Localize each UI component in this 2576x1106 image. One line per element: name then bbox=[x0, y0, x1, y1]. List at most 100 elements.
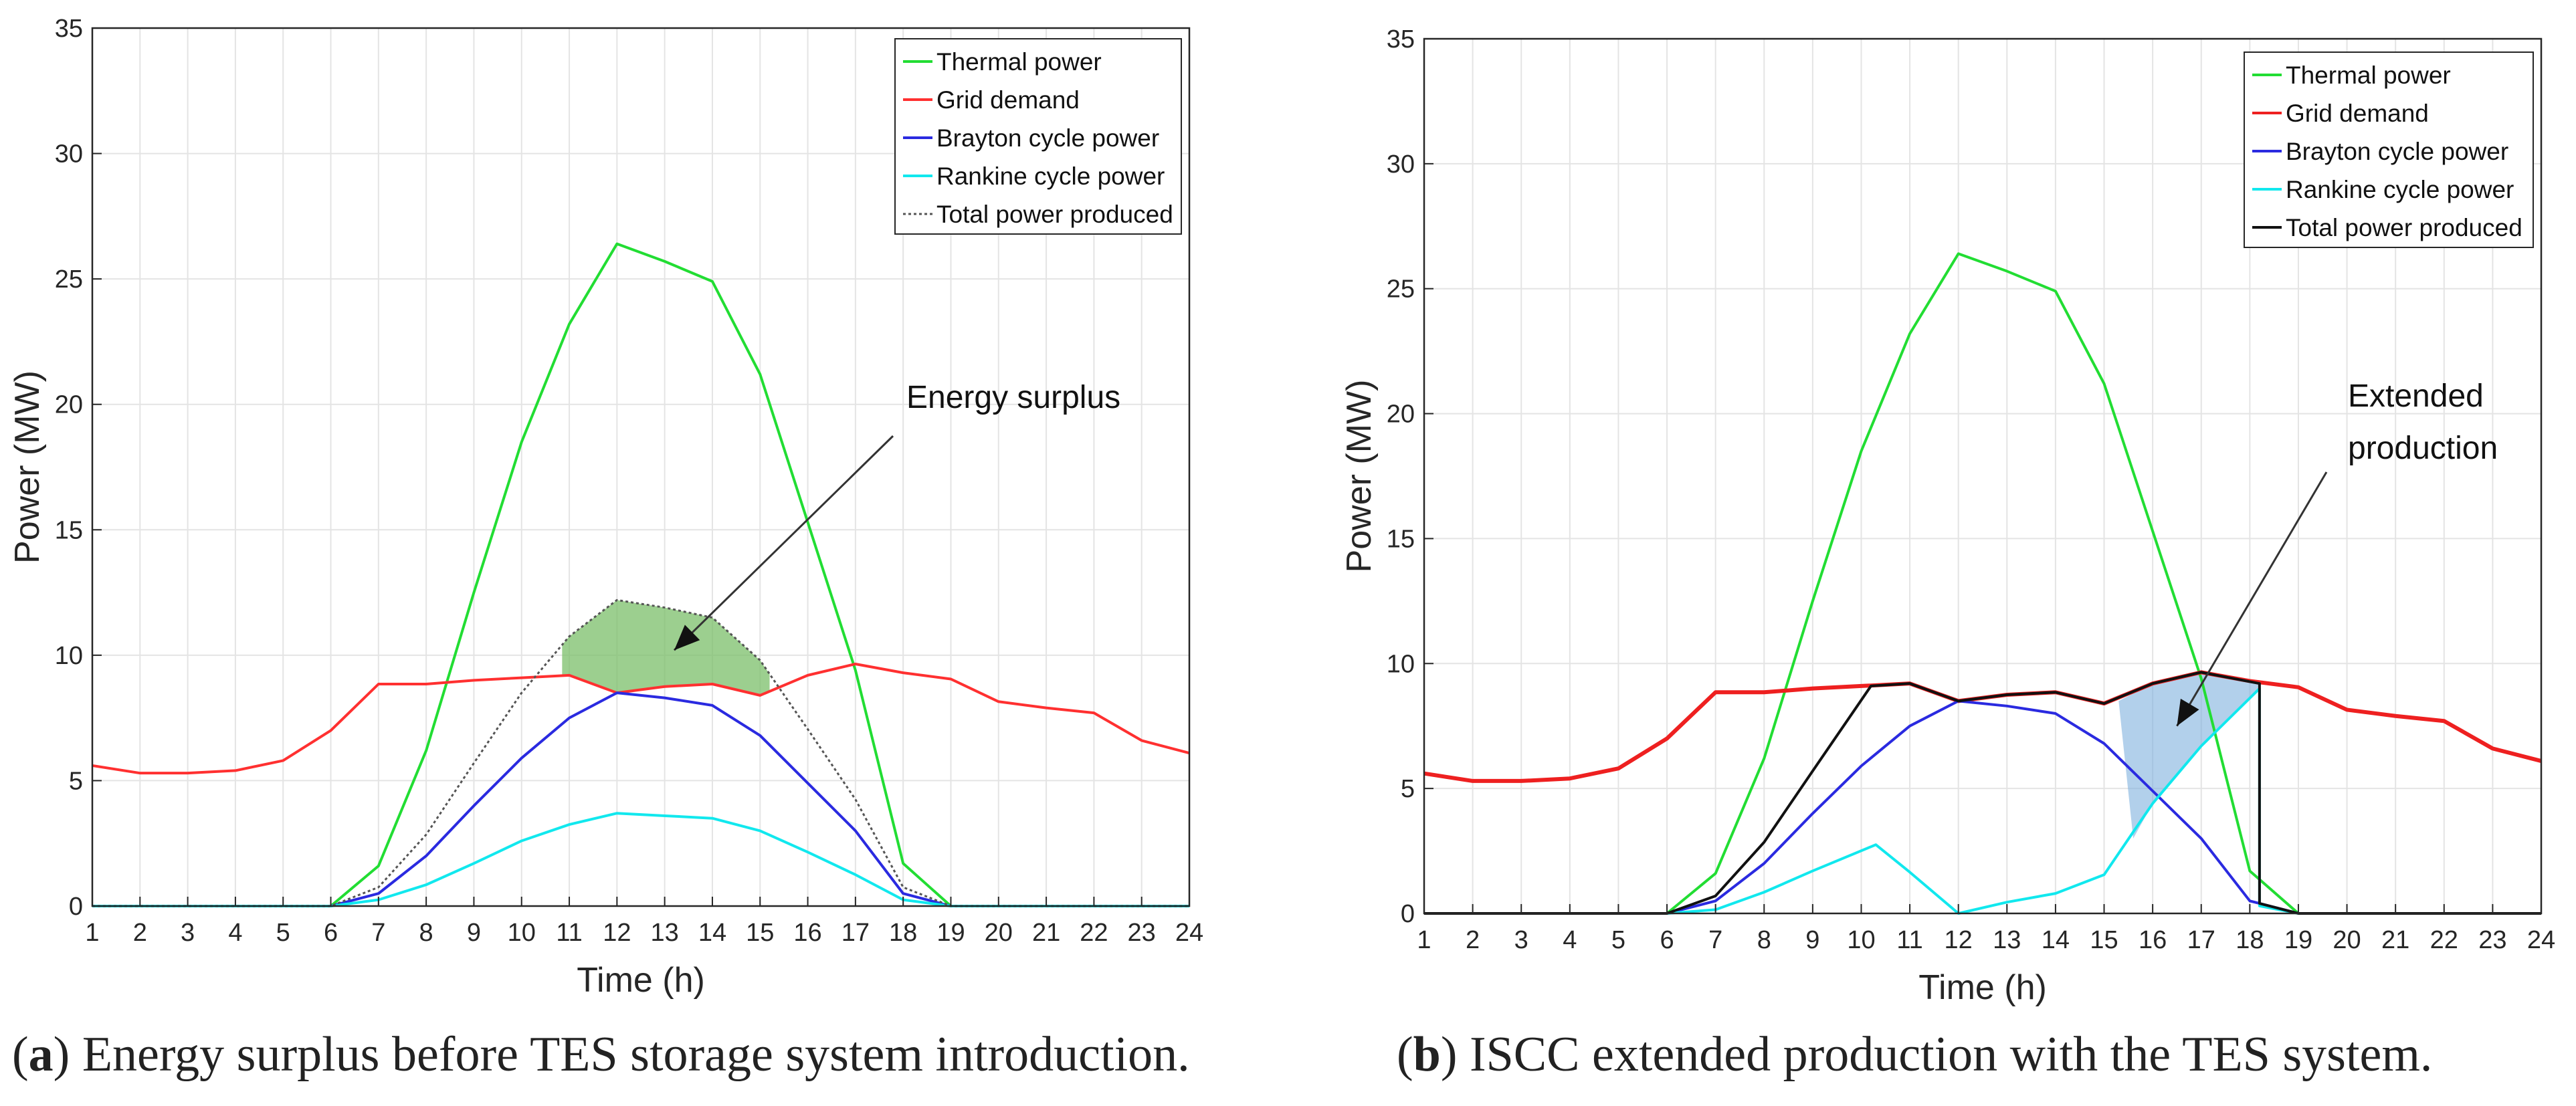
y-axis-label: Power (MW) bbox=[1340, 380, 1379, 573]
y-axis-label: Power (MW) bbox=[8, 370, 47, 564]
x-tick-label: 9 bbox=[467, 919, 481, 947]
legend-entry: Brayton cycle power bbox=[936, 124, 1159, 152]
caption-a-open: ( bbox=[12, 1027, 29, 1082]
annotation-arrow bbox=[673, 435, 894, 651]
x-tick-label: 24 bbox=[2527, 926, 2555, 954]
x-tick-label: 5 bbox=[1611, 926, 1625, 954]
series-line-total-power-produced bbox=[1424, 671, 2541, 915]
caption-a-text: Energy surplus before TES storage system… bbox=[70, 1027, 1190, 1082]
x-tick-label: 4 bbox=[228, 919, 242, 947]
y-tick-label: 25 bbox=[55, 265, 83, 294]
x-tick-label: 11 bbox=[1896, 926, 1922, 954]
x-tick-label: 19 bbox=[936, 919, 965, 947]
x-tick-label: 14 bbox=[2042, 926, 2070, 954]
x-tick-label: 17 bbox=[2187, 926, 2215, 954]
x-tick-label: 6 bbox=[1660, 926, 1674, 954]
x-tick-label: 3 bbox=[1514, 926, 1528, 954]
x-tick-label: 21 bbox=[1032, 919, 1060, 947]
x-tick-label: 14 bbox=[698, 919, 726, 947]
x-tick-label: 3 bbox=[181, 919, 195, 947]
x-tick-label: 12 bbox=[1945, 926, 1973, 954]
x-tick-label: 24 bbox=[1175, 919, 1203, 947]
legend-box bbox=[894, 38, 1182, 235]
chart-panel-a: 1 2 3 4 5 6 7 8 9 10 11 12 13 14 15 16 17 18 19 20 21 22 23 240… bbox=[8, 15, 1203, 1000]
caption-b-close: ) bbox=[1440, 1027, 1458, 1082]
x-tick-label: 17 bbox=[841, 919, 870, 947]
x-axis-label: Time (h) bbox=[1918, 968, 2047, 1007]
caption-b: (b) ISCC extended production with the TE… bbox=[1397, 1026, 2432, 1083]
x-tick-label: 15 bbox=[746, 919, 774, 947]
legend-entry: Rankine cycle power bbox=[2286, 176, 2514, 203]
y-tick-label: 15 bbox=[55, 516, 83, 544]
annotation-label: Extended bbox=[2348, 378, 2484, 414]
caption-a-tag: a bbox=[28, 1027, 54, 1082]
legend-entry: Total power produced bbox=[2286, 214, 2522, 241]
y-tick-label: 35 bbox=[55, 15, 83, 43]
x-tick-label: 19 bbox=[2284, 926, 2312, 954]
x-tick-label: 1 bbox=[85, 919, 99, 947]
caption-b-tag: b bbox=[1413, 1027, 1441, 1082]
y-tick-label: 20 bbox=[1387, 401, 1415, 429]
x-tick-label: 10 bbox=[1847, 926, 1875, 954]
x-tick-label: 13 bbox=[1993, 926, 2021, 954]
y-tick-label: 5 bbox=[69, 767, 83, 795]
legend-entry: Thermal power bbox=[2286, 62, 2451, 89]
x-axis-label: Time (h) bbox=[577, 961, 705, 1000]
x-tick-label: 23 bbox=[2478, 926, 2506, 954]
x-tick-label: 20 bbox=[985, 919, 1013, 947]
legend-entry: Grid demand bbox=[2286, 100, 2429, 127]
x-tick-label: 22 bbox=[1080, 919, 1108, 947]
y-tick-label: 20 bbox=[55, 391, 83, 419]
x-tick-label: 18 bbox=[889, 919, 917, 947]
x-tick-label: 7 bbox=[1708, 926, 1722, 954]
y-tick-label: 0 bbox=[1401, 900, 1415, 928]
x-tick-label: 7 bbox=[371, 919, 385, 947]
x-tick-label: 2 bbox=[1466, 926, 1480, 954]
x-tick-label: 10 bbox=[508, 919, 536, 947]
legend-entry: Brayton cycle power bbox=[2286, 138, 2508, 165]
y-tick-label: 5 bbox=[1401, 775, 1415, 803]
annotation-arrowhead bbox=[2177, 698, 2199, 726]
y-tick-label: 15 bbox=[1387, 525, 1415, 553]
legend-entry: Thermal power bbox=[936, 48, 1102, 76]
y-tick-label: 10 bbox=[1387, 650, 1415, 678]
x-tick-label: 9 bbox=[1805, 926, 1819, 954]
x-tick-label: 11 bbox=[556, 919, 582, 947]
legend-box bbox=[2244, 51, 2534, 248]
x-tick-label: 20 bbox=[2333, 926, 2361, 954]
y-tick-label: 30 bbox=[55, 140, 83, 169]
x-tick-label: 1 bbox=[1417, 926, 1431, 954]
extended-production-region bbox=[2118, 672, 2260, 839]
annotation-arrowhead bbox=[674, 625, 700, 651]
x-tick-label: 22 bbox=[2430, 926, 2458, 954]
x-tick-label: 8 bbox=[419, 919, 433, 947]
series-line-grid-demand bbox=[92, 662, 1190, 775]
x-tick-label: 6 bbox=[324, 919, 338, 947]
caption-a: (a) Energy surplus before TES storage sy… bbox=[12, 1026, 1190, 1083]
y-tick-label: 10 bbox=[55, 642, 83, 670]
legend-entry: Rankine cycle power bbox=[936, 162, 1165, 190]
caption-b-text: ISCC extended production with the TES sy… bbox=[1457, 1027, 2433, 1082]
legend-entry: Total power produced bbox=[936, 201, 1173, 228]
y-tick-label: 35 bbox=[1387, 25, 1415, 53]
annotation-arrow bbox=[2176, 471, 2328, 727]
caption-b-open: ( bbox=[1397, 1027, 1413, 1082]
x-tick-label: 2 bbox=[133, 919, 147, 947]
y-tick-label: 25 bbox=[1387, 275, 1415, 304]
x-tick-label: 16 bbox=[793, 919, 821, 947]
axes-frame bbox=[1423, 37, 2543, 915]
x-tick-label: 5 bbox=[276, 919, 290, 947]
y-tick-label: 0 bbox=[69, 893, 83, 921]
energy-surplus-region bbox=[562, 600, 770, 695]
caption-a-close: ) bbox=[53, 1027, 70, 1082]
x-tick-label: 13 bbox=[651, 919, 679, 947]
x-tick-label: 21 bbox=[2381, 926, 2409, 954]
x-tick-label: 4 bbox=[1563, 926, 1577, 954]
x-tick-label: 16 bbox=[2139, 926, 2167, 954]
x-tick-label: 15 bbox=[2090, 926, 2118, 954]
chart-panel-b: 1 2 3 4 5 6 7 8 9 10 11 12 13 14 15 16 17 18 19 20 21 22 23 240… bbox=[1340, 25, 2555, 1007]
legend-entry: Grid demand bbox=[936, 86, 1080, 114]
x-tick-label: 12 bbox=[603, 919, 631, 947]
y-tick-label: 30 bbox=[1387, 150, 1415, 179]
x-tick-label: 23 bbox=[1128, 919, 1156, 947]
